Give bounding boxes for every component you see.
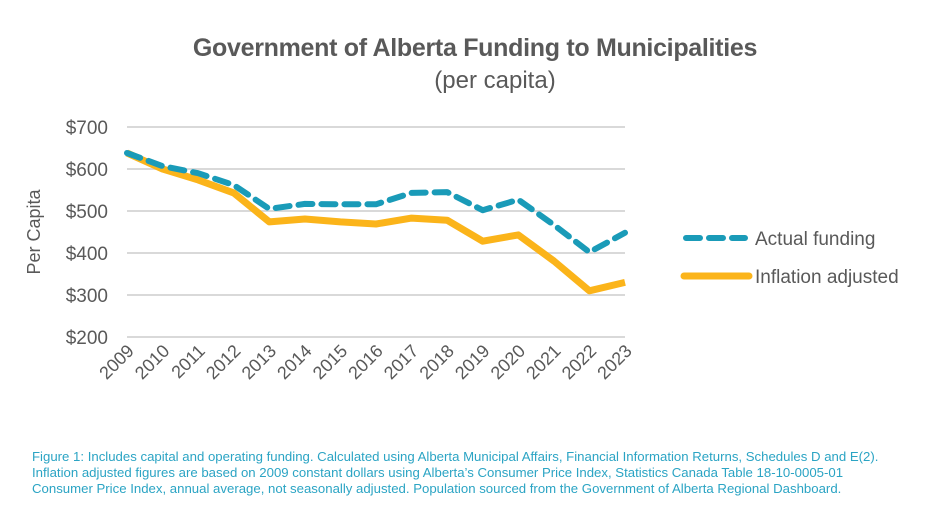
chart-title: Government of Alberta Funding to Municip…	[192, 34, 758, 62]
x-tick-label: 2020	[487, 341, 529, 383]
y-tick-label: $700	[66, 118, 108, 139]
legend-label-inflation-adjusted: Inflation adjusted	[755, 267, 899, 288]
line-chart: $700 $600 $500 $400 $300 $200 200920102011201…	[24, 118, 899, 383]
x-tick-label: 2018	[416, 341, 458, 383]
x-tick-label: 2014	[273, 341, 315, 383]
legend: Actual funding Inflation adjusted	[680, 229, 899, 288]
x-tick-label: 2016	[344, 341, 386, 383]
x-tick-label: 2010	[131, 341, 173, 383]
footnote-line: Consumer Price Index, annual average, no…	[32, 481, 842, 496]
footnote-line: Inflation adjusted figures are based on …	[32, 465, 844, 480]
x-tick-label: 2015	[309, 341, 351, 383]
y-tick-label: $600	[66, 160, 108, 181]
x-tick-label: 2013	[238, 341, 280, 383]
x-tick-label: 2011	[167, 341, 209, 383]
y-tick-label: $200	[66, 328, 108, 349]
y-axis-ticks: $700 $600 $500 $400 $300 $200	[66, 118, 108, 349]
y-tick-label: $500	[66, 202, 108, 223]
x-tick-label: 2021	[522, 341, 564, 383]
y-tick-label: $300	[66, 286, 108, 307]
x-axis-ticks: 2009201020112012201320142015201620172018…	[95, 341, 635, 383]
x-tick-label: 2019	[451, 341, 493, 383]
y-tick-label: $400	[66, 244, 108, 265]
x-tick-label: 2022	[558, 341, 600, 383]
x-tick-label: 2023	[593, 341, 635, 383]
series-line-inflation-adjusted	[125, 149, 626, 295]
legend-label-actual-funding: Actual funding	[755, 229, 875, 250]
figure-footnote: Figure 1: Includes capital and operating…	[32, 449, 942, 497]
y-axis-label: Per Capita	[24, 188, 44, 274]
chart-subtitle: (per capita)	[434, 67, 556, 94]
x-tick-label: 2012	[202, 341, 244, 383]
footnote-line: Figure 1: Includes capital and operating…	[32, 449, 879, 464]
x-tick-label: 2017	[380, 341, 422, 383]
legend-item-actual-funding: Actual funding	[683, 229, 875, 250]
series-line-actual-funding	[124, 150, 628, 256]
series-lines	[124, 149, 628, 295]
legend-item-inflation-adjusted: Inflation adjusted	[680, 267, 899, 288]
gridlines	[127, 126, 625, 338]
